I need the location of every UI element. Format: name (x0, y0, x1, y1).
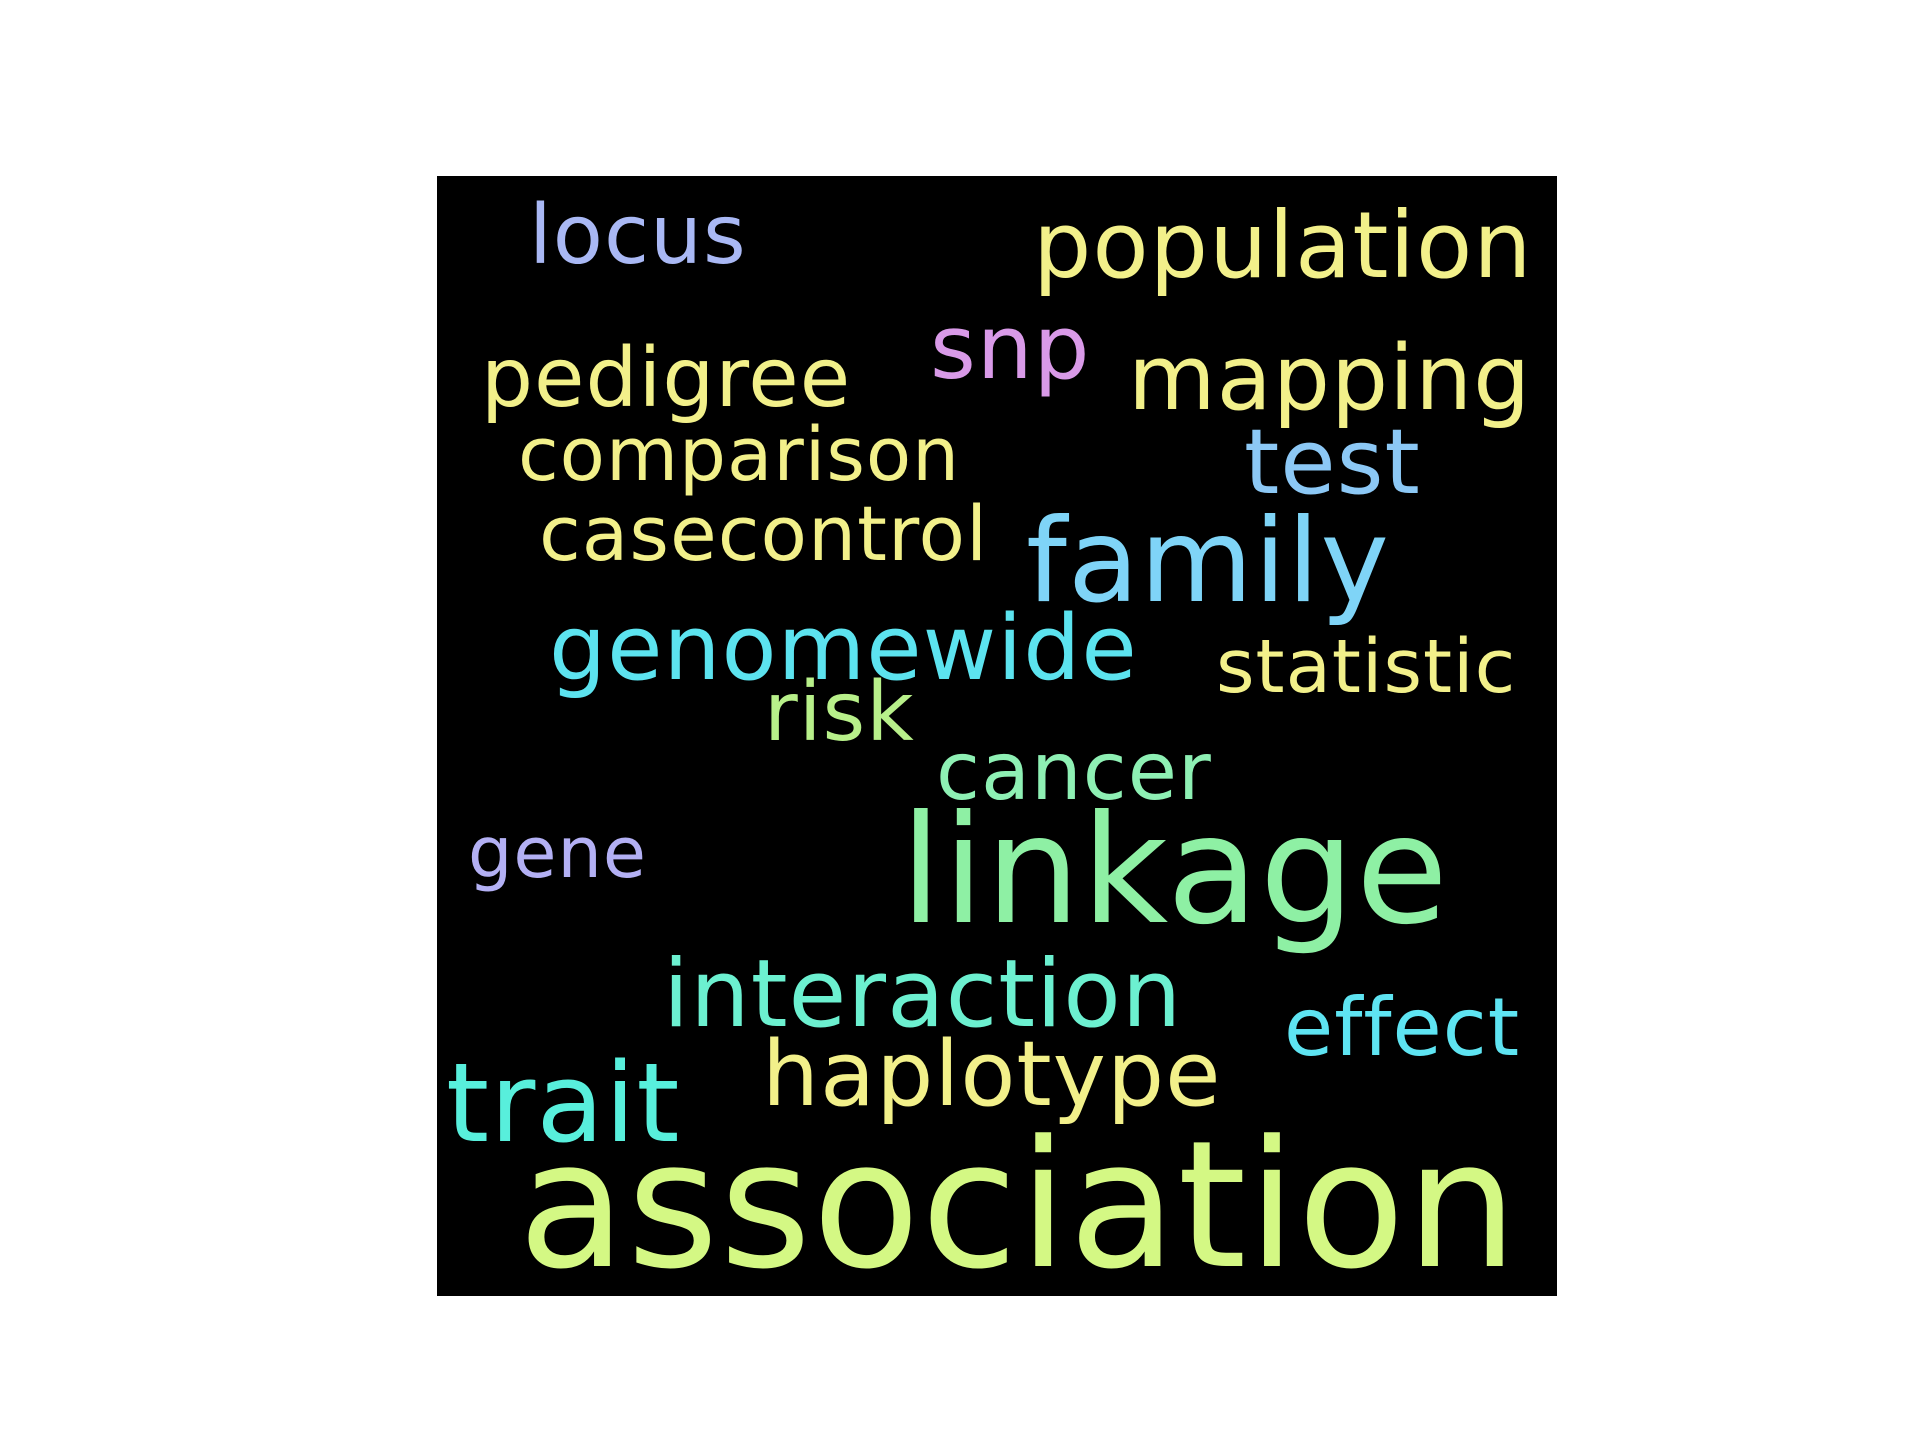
word-family: family (1026, 494, 1391, 629)
word-test: test (1244, 410, 1421, 515)
word-pedigree: pedigree (481, 331, 852, 426)
word-interaction: interaction (663, 940, 1183, 1049)
word-trait: trait (446, 1039, 681, 1167)
word-statistic: statistic (1216, 624, 1517, 710)
word-cancer: cancer (936, 725, 1212, 818)
word-population: population (1033, 192, 1533, 299)
word-locus: locus (529, 188, 747, 283)
word-genomewide: genomewide (549, 596, 1138, 701)
word-cloud: locus population snp pedigree mapping co… (437, 176, 1557, 1296)
word-effect: effect (1284, 981, 1521, 1074)
word-mapping: mapping (1128, 326, 1532, 431)
word-comparison: comparison (518, 412, 961, 498)
word-snp: snp (930, 296, 1091, 399)
word-gene: gene (468, 812, 647, 894)
word-haplotype: haplotype (762, 1022, 1222, 1127)
word-casecontrol: casecontrol (539, 489, 989, 578)
word-risk: risk (764, 665, 915, 760)
word-linkage: linkage (900, 784, 1450, 958)
word-association: association (518, 1103, 1519, 1296)
